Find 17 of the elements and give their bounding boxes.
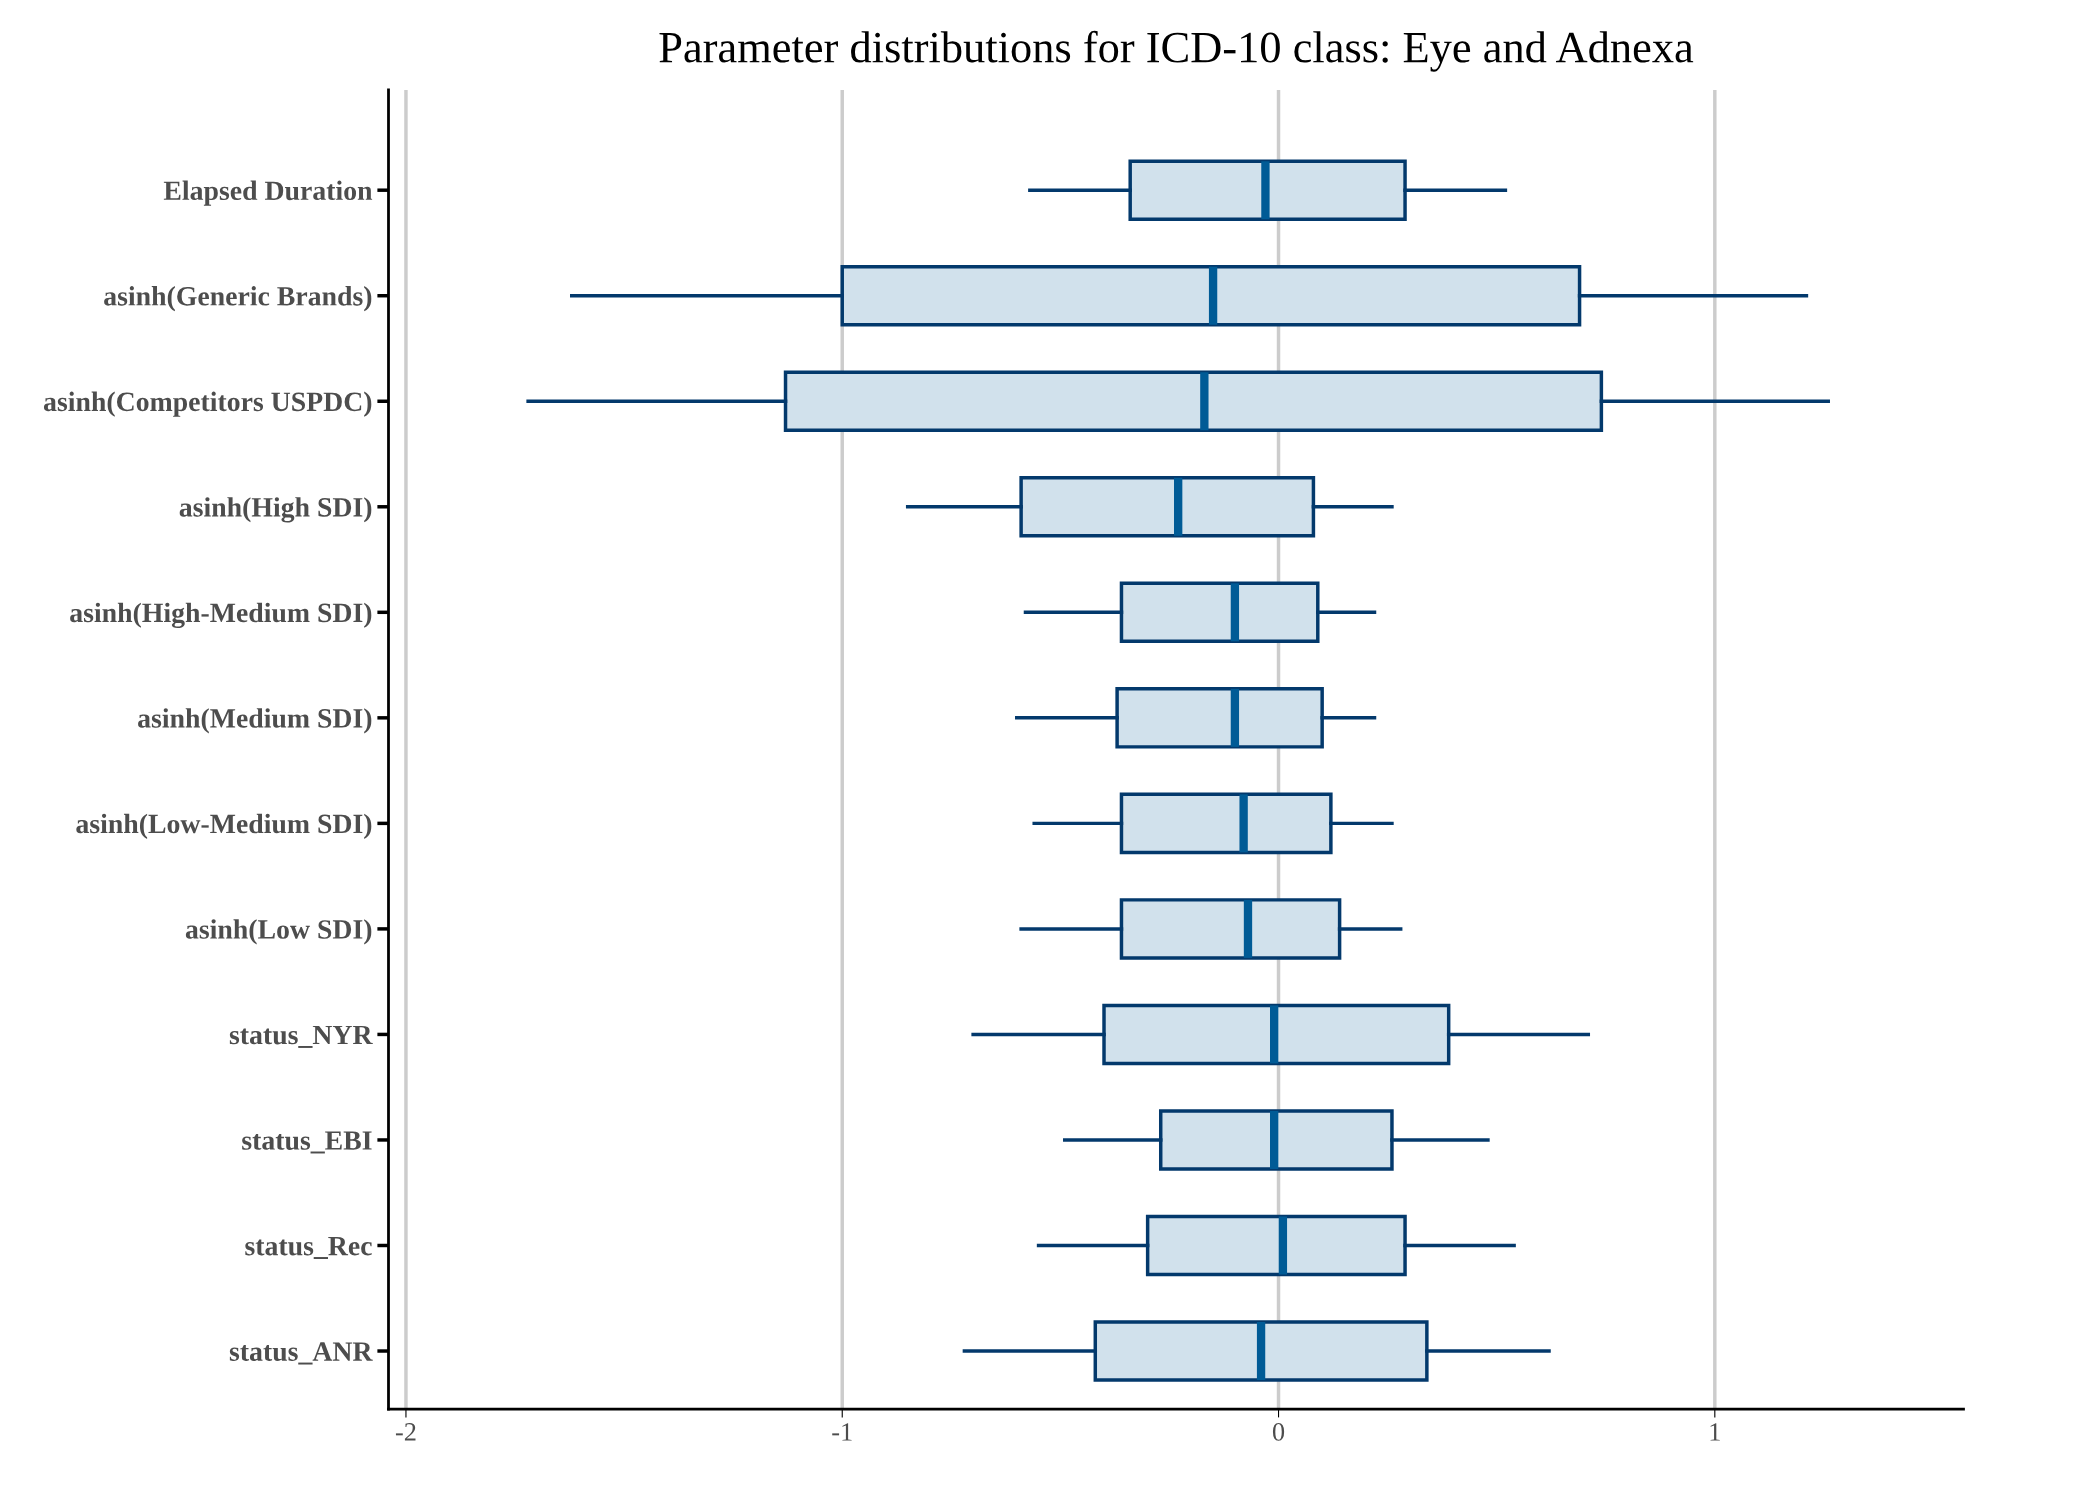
y-tick-label: asinh(Medium SDI) (138, 708, 372, 734)
x-tick-label: 1 (1710, 1423, 1720, 1441)
y-tick-label: asinh(High-Medium SDI) (70, 602, 372, 629)
y-tick-label: status_ANR (229, 1342, 373, 1365)
x-tick-label: -2 (395, 1423, 416, 1441)
x-tick-label: -1 (832, 1423, 852, 1441)
y-tick-label: status_Rec (245, 1236, 372, 1259)
y-tick-label: status_NYR (229, 1025, 373, 1048)
y-tick-label: asinh(Low SDI) (185, 919, 372, 945)
y-tick-label: status_EBI (242, 1131, 372, 1154)
x-tick-label: 0 (1272, 1423, 1285, 1441)
y-tick-label: asinh(High SDI) (179, 497, 372, 523)
y-tick-label: asinh(Low-Medium SDI) (76, 813, 372, 839)
y-tick-label: asinh(Competitors USPDC) (43, 391, 372, 417)
y-tick-label: asinh(Generic Brands) (104, 286, 372, 312)
chart-title: Parameter distributions for ICD-10 class: Eye and Adnexa (659, 30, 1694, 72)
y-tick-label: Elapsed Duration (163, 180, 373, 206)
